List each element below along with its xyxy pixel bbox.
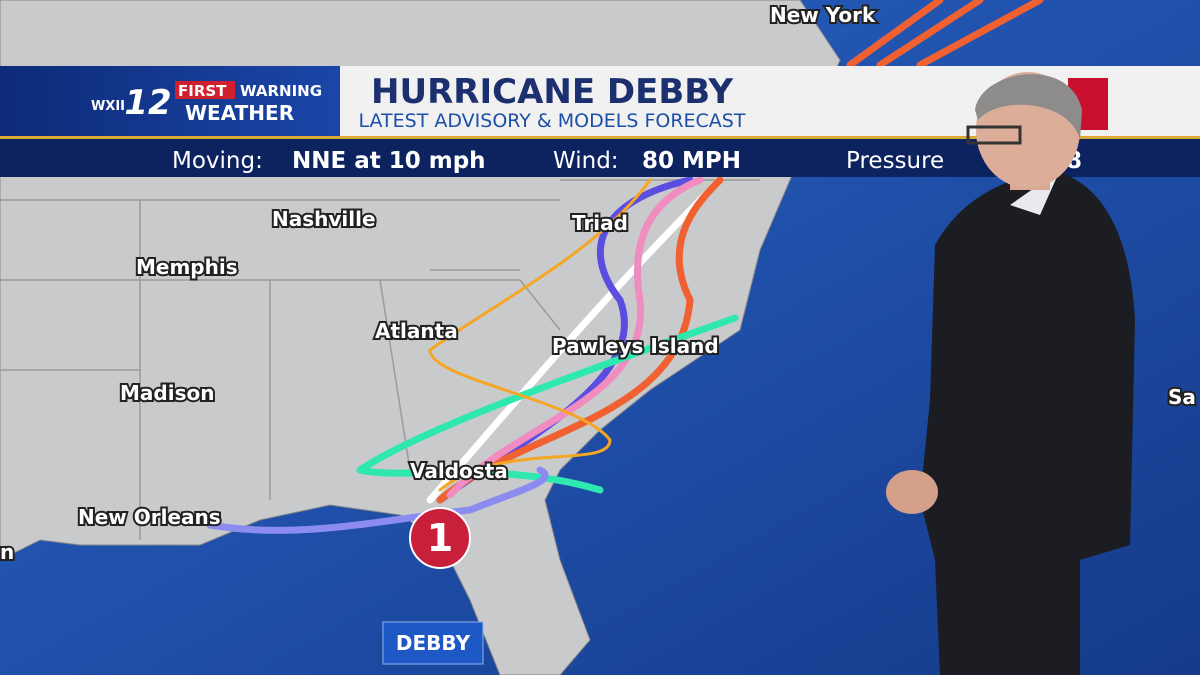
state-borders (0, 179, 760, 540)
pressure-label: Pressure (846, 148, 944, 174)
network: WXII (91, 99, 125, 114)
city-label: n (0, 540, 14, 564)
brand-first: FIRST (178, 82, 227, 100)
brand-warning: WARNING (240, 82, 322, 100)
city-labels: New York Nashville Triad Memphis Atlanta Pawl… (0, 1, 1198, 566)
moving-label: Moving: (172, 148, 263, 174)
presenter (886, 72, 1135, 675)
storm-name: DEBBY (396, 631, 471, 655)
city-label: Memphis (136, 255, 238, 279)
divider (0, 136, 1200, 139)
subtitle: LATEST ADVISORY & MODELS FORECAST (359, 110, 746, 132)
title: HURRICANE DEBBY (371, 72, 733, 112)
wind-label: Wind: (553, 148, 619, 174)
city-label: Madison (120, 381, 214, 405)
channel: 12 (124, 83, 171, 123)
moving-value: NNE at 10 mph (292, 148, 486, 174)
wind-value: 80 MPH (642, 148, 741, 174)
city-label: New York (770, 3, 876, 27)
city-label: Atlanta (375, 319, 458, 343)
storm-label-box (382, 621, 484, 665)
brand-panel (0, 66, 340, 138)
model-tracks (206, 0, 1044, 534)
city-label: Pawleys Island (552, 334, 719, 358)
brand-red (175, 81, 235, 99)
city-label: Sa (1168, 385, 1196, 409)
storm-category: 1 (427, 516, 453, 560)
city-label: Valdosta (410, 459, 508, 483)
city-label: Triad (572, 211, 628, 235)
storm-marker: 1 (409, 507, 471, 569)
brand-weather: WEATHER (185, 101, 294, 125)
city-label: New Orleans (78, 505, 221, 529)
city-label: Nashville (272, 207, 376, 231)
